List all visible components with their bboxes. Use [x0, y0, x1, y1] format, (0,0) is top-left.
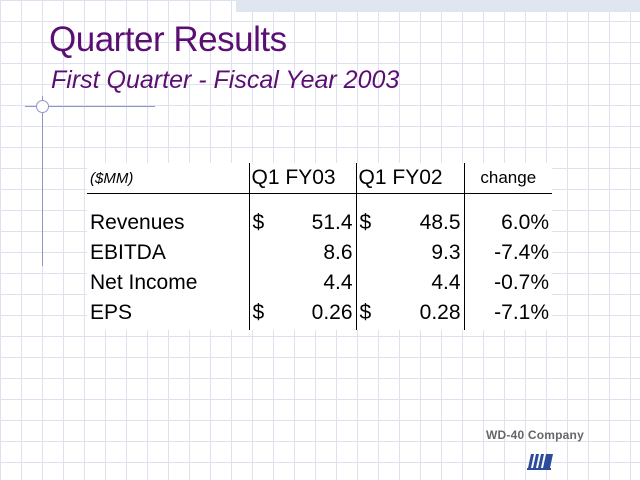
- currency-symbol: $: [359, 301, 372, 324]
- header-band: [236, 0, 640, 12]
- value-q1fy03: 8.6: [323, 241, 353, 264]
- value-q1fy02: 48.5: [419, 211, 461, 234]
- decorative-line-vertical: [42, 96, 43, 266]
- table-header-row: ($MM) Q1 FY03 Q1 FY02 change: [87, 163, 552, 194]
- currency-symbol: $: [359, 211, 372, 234]
- value-change: -7.1%: [494, 301, 549, 324]
- value-change: 6.0%: [501, 211, 549, 234]
- wd40-stripes-icon: [527, 454, 553, 470]
- value-q1fy03: 51.4: [311, 211, 353, 234]
- decorative-line-horizontal: [25, 106, 155, 107]
- value-q1fy02: 0.28: [419, 301, 461, 324]
- currency-symbol: $: [252, 301, 265, 324]
- currency-symbol: $: [252, 211, 265, 234]
- slide-title: Quarter Results: [49, 20, 287, 59]
- value-change: -0.7%: [494, 271, 549, 294]
- value-q1fy02: 4.4: [431, 271, 461, 294]
- table-spacer-row: [87, 193, 552, 208]
- value-change: -7.4%: [494, 241, 549, 264]
- decorative-circle-icon: [36, 100, 49, 113]
- company-logo-text: WD-40 Company: [486, 428, 584, 442]
- row-label: Revenues: [87, 208, 250, 238]
- value-q1fy02: 9.3: [431, 241, 461, 264]
- column-header-change: change: [464, 163, 552, 194]
- row-label: Net Income: [87, 268, 250, 298]
- table-row: EBITDA 8.6 9.3 -7.4%: [87, 238, 552, 268]
- currency-symbol: [360, 271, 378, 295]
- value-q1fy03: 0.26: [311, 301, 353, 324]
- table-row: EPS $0.26 $0.28 -7.1%: [87, 298, 552, 330]
- table-row: Net Income 4.4 4.4 -0.7%: [87, 268, 552, 298]
- slide-subtitle: First Quarter - Fiscal Year 2003: [51, 66, 400, 94]
- table-row: Revenues $51.4 $48.5 6.0%: [87, 208, 552, 238]
- currency-symbol: [253, 241, 271, 265]
- row-label: EBITDA: [87, 238, 250, 268]
- value-q1fy03: 4.4: [323, 271, 353, 294]
- currency-symbol: [360, 241, 378, 265]
- results-table: ($MM) Q1 FY03 Q1 FY02 change Revenues $5…: [87, 163, 552, 330]
- row-label: EPS: [87, 298, 250, 330]
- currency-symbol: [253, 271, 271, 295]
- column-header-q1fy03: Q1 FY03: [249, 163, 357, 194]
- column-header-q1fy02: Q1 FY02: [356, 163, 465, 194]
- unit-label: ($MM): [87, 163, 250, 194]
